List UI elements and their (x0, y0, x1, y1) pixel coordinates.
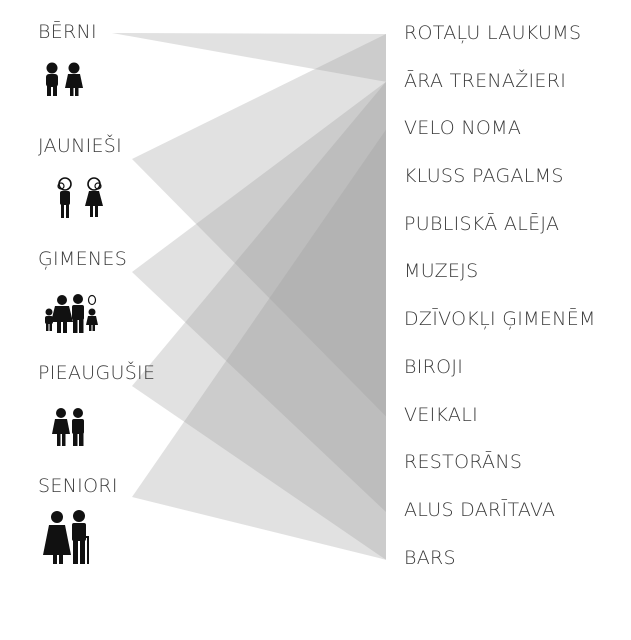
dest-biroji: BIROJI (404, 356, 464, 378)
youth-icon (57, 177, 103, 218)
dest-dzivokli-gimenem: DZĪVOKĻI ĢIMENĒM (404, 308, 596, 330)
group-label-pieaugusie: PIEAUGUŠIE (38, 362, 156, 384)
band-berni (112, 33, 386, 82)
dest-alus-daritava: ALUS DARĪTAVA (404, 499, 556, 521)
connection-bands (112, 33, 386, 560)
band-jauniesi (132, 34, 386, 417)
dest-bars: BARS (404, 547, 456, 569)
children-icon (46, 62, 83, 96)
dest-muzejs: MUZEJS (404, 260, 479, 282)
band-pieaugusie (132, 81, 386, 560)
dest-veikali: VEIKALI (404, 404, 479, 426)
band-gimenes (132, 81, 386, 513)
dest-ara-trenazieri: ĀRA TRENAŽIERI (404, 70, 567, 92)
adults-icon (52, 408, 84, 446)
group-label-berni: BĒRNI (38, 21, 97, 43)
dest-rotalu-laukums: ROTAĻU LAUKUMS (404, 22, 582, 44)
family-icon (45, 294, 98, 333)
group-label-jauniesi: JAUNIEŠI (38, 135, 123, 157)
dest-velo-noma: VELO NOMA (404, 117, 522, 139)
group-label-gimenes: ĢIMENES (38, 248, 128, 270)
seniors-icon (43, 510, 89, 564)
dest-kluss-pagalms: KLUSS PAGALMS (404, 165, 564, 187)
dest-restorans: RESTORĀNS (404, 451, 523, 473)
band-seniori (132, 129, 386, 560)
group-label-seniori: SENIORI (38, 475, 118, 497)
dest-publiska-aleja: PUBLISKĀ ALĒJA (404, 213, 560, 235)
